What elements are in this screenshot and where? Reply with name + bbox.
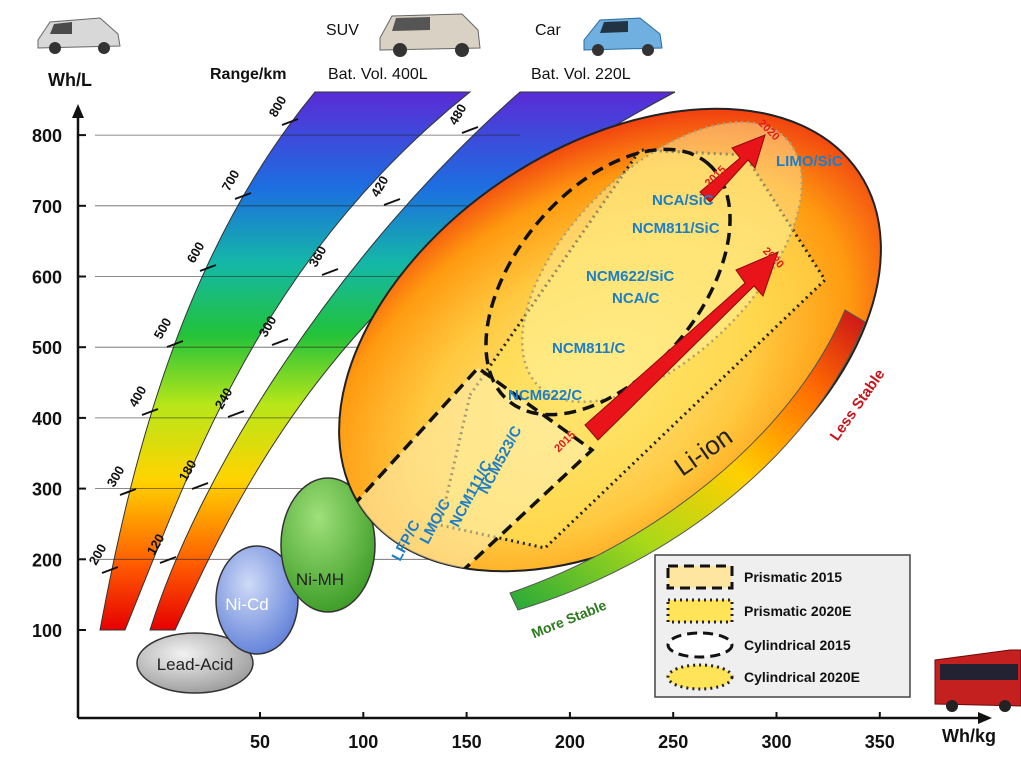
legend-label-cylindrical-2015: Cylindrical 2015 bbox=[744, 637, 851, 653]
band-tick-mark bbox=[101, 566, 119, 574]
top-red-arrow bbox=[699, 134, 766, 203]
cathode-ncm811-sic: NCM811/SiC bbox=[632, 220, 720, 237]
legend-label-prismatic-2015: Prismatic 2015 bbox=[744, 569, 842, 585]
y-tick-label: 200 bbox=[32, 550, 62, 570]
band-tick-mark bbox=[119, 488, 137, 496]
ni-cd-blob bbox=[215, 545, 299, 655]
band-tick-label: 600 bbox=[184, 239, 208, 265]
x-tick-label: 50 bbox=[250, 732, 270, 752]
ni-cd-label: Ni-Cd bbox=[225, 595, 268, 614]
band-tick-mark bbox=[461, 126, 479, 134]
band-tick-label: 400 bbox=[126, 383, 150, 409]
upper-red-arrow bbox=[584, 251, 779, 441]
suv-range-band bbox=[99, 91, 472, 631]
car-label: Car bbox=[535, 22, 561, 39]
band-tick-mark bbox=[383, 198, 401, 206]
x-tick-label: 250 bbox=[658, 732, 688, 752]
y-tick-label: 400 bbox=[32, 409, 62, 429]
legend-prismatic-2020e-swatch bbox=[666, 598, 734, 624]
stability-gradient-bar bbox=[509, 309, 866, 611]
y-tick-label: 700 bbox=[32, 197, 62, 217]
x-tick-label: 150 bbox=[452, 732, 482, 752]
y-tick-label: 600 bbox=[32, 268, 62, 288]
lead-acid-label: Lead-Acid bbox=[157, 655, 234, 674]
cathode-limo-sic: LIMO/SiC bbox=[776, 153, 843, 170]
band-tick-label: 500 bbox=[151, 315, 175, 341]
band-tick-mark bbox=[281, 118, 299, 126]
y-tick-label: 300 bbox=[32, 480, 62, 500]
cathode-ncm622-sic: NCM622/SiC bbox=[586, 268, 675, 285]
x-axis-arrowhead bbox=[978, 712, 992, 724]
band-tick-mark bbox=[321, 268, 339, 276]
suv-icon bbox=[379, 13, 481, 57]
x-tick-label: 350 bbox=[865, 732, 895, 752]
band-tick-label: 700 bbox=[219, 167, 243, 193]
band-tick-label: 200 bbox=[86, 541, 110, 567]
car-battery-volume: Bat. Vol. 220L bbox=[531, 66, 631, 83]
band-tick-mark bbox=[234, 192, 252, 200]
compact-car-icon bbox=[583, 17, 663, 56]
suv-battery-volume: Bat. Vol. 400L bbox=[328, 66, 428, 83]
y-axis-unit: Wh/L bbox=[48, 70, 92, 90]
y-tick-label: 500 bbox=[32, 338, 62, 358]
band-tick-mark bbox=[191, 482, 209, 490]
cylindrical-2020e-region bbox=[520, 120, 804, 404]
x-ticks: 50 100 150 200 250 300 350 bbox=[250, 712, 895, 752]
x-axis-unit: Wh/kg bbox=[942, 726, 996, 746]
cathode-ncm811-c: NCM811/C bbox=[552, 340, 626, 357]
y-axis-arrowhead bbox=[72, 104, 84, 118]
more-stable-label: More Stable bbox=[529, 597, 609, 642]
band-tick-label: 300 bbox=[104, 463, 128, 489]
y-tick-label: 800 bbox=[32, 126, 62, 146]
cylindrical-2015-region bbox=[484, 147, 732, 417]
ni-mh-blob bbox=[280, 477, 376, 613]
band-tick-mark bbox=[271, 338, 289, 346]
band-tick-mark bbox=[159, 556, 177, 564]
legend-label-cylindrical-2020e: Cylindrical 2020E bbox=[744, 669, 860, 685]
x-tick-label: 200 bbox=[555, 732, 585, 752]
ni-mh-label: Ni-MH bbox=[296, 570, 344, 589]
y-tick-label: 100 bbox=[32, 621, 62, 641]
band-tick-mark bbox=[166, 340, 184, 348]
cathode-nca-sic: NCA/SiC bbox=[652, 192, 714, 209]
bus-icon bbox=[934, 649, 1021, 712]
band-tick-mark bbox=[199, 264, 217, 272]
y-ticks: 100 200 300 400 500 600 700 800 bbox=[32, 126, 86, 641]
suv-label: SUV bbox=[326, 22, 359, 39]
legend-prismatic-2015-swatch bbox=[666, 564, 734, 590]
legend-cylindrical-2015-swatch bbox=[666, 631, 734, 659]
range-label: Range/km bbox=[210, 66, 287, 83]
legend-cylindrical-2020e-swatch bbox=[666, 663, 734, 691]
band-tick-mark bbox=[227, 410, 245, 418]
lead-acid-blob bbox=[136, 632, 254, 694]
cathode-ncm622-c: NCM622/C bbox=[508, 387, 582, 404]
x-tick-label: 100 bbox=[348, 732, 378, 752]
electric-car-icon bbox=[37, 17, 121, 54]
band-tick-mark bbox=[141, 408, 159, 416]
band-tick-label: 800 bbox=[266, 93, 290, 119]
x-tick-label: 300 bbox=[761, 732, 791, 752]
cathode-nca-c: NCA/C bbox=[612, 290, 660, 307]
legend-label-prismatic-2020e: Prismatic 2020E bbox=[744, 603, 851, 619]
